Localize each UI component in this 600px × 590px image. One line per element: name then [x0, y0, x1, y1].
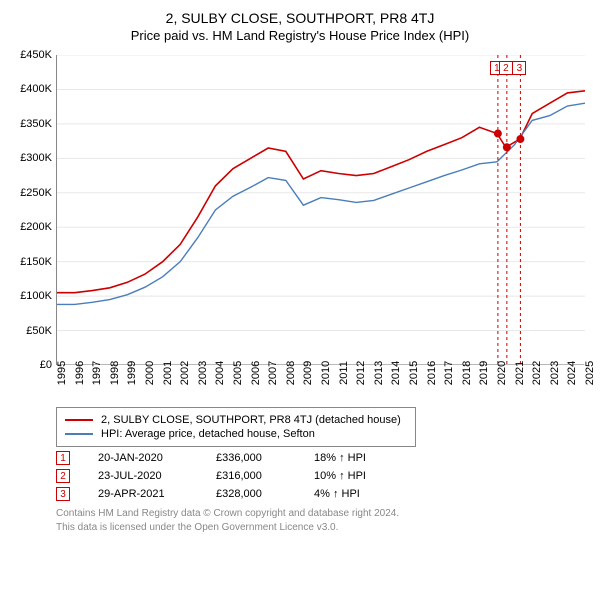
- sale-date: 29-APR-2021: [98, 488, 188, 500]
- x-tick-label: 2004: [214, 361, 226, 385]
- chart-subtitle: Price paid vs. HM Land Registry's House …: [8, 28, 592, 43]
- x-tick-label: 2025: [584, 361, 596, 385]
- x-tick-label: 2009: [302, 361, 314, 385]
- sale-price: £336,000: [216, 452, 286, 464]
- x-tick-label: 1999: [126, 361, 138, 385]
- sale-date: 20-JAN-2020: [98, 452, 188, 464]
- legend-row: HPI: Average price, detached house, Seft…: [65, 428, 407, 440]
- x-tick-label: 2013: [373, 361, 385, 385]
- x-tick-label: 2016: [426, 361, 438, 385]
- sale-price: £316,000: [216, 470, 286, 482]
- x-tick-label: 1998: [109, 361, 121, 385]
- x-tick-label: 2000: [144, 361, 156, 385]
- x-tick-label: 2017: [443, 361, 455, 385]
- x-tick-label: 2020: [496, 361, 508, 385]
- x-tick-label: 2018: [461, 361, 473, 385]
- y-tick-label: £400K: [8, 83, 52, 95]
- sale-date: 23-JUL-2020: [98, 470, 188, 482]
- plot-svg: [57, 55, 585, 365]
- x-tick-label: 2008: [285, 361, 297, 385]
- legend-swatch: [65, 419, 93, 421]
- sale-row: 1 20-JAN-2020 £336,000 18% ↑ HPI: [56, 451, 592, 465]
- x-tick-label: 2007: [267, 361, 279, 385]
- sale-delta: 4% ↑ HPI: [314, 488, 404, 500]
- sale-marker-badge: 3: [512, 61, 526, 75]
- sale-row-badge: 2: [56, 469, 70, 483]
- x-tick-label: 2006: [250, 361, 262, 385]
- plot-region: [56, 55, 584, 365]
- sales-table: 1 20-JAN-2020 £336,000 18% ↑ HPI 2 23-JUL-202…: [56, 451, 592, 501]
- legend-label: 2, SULBY CLOSE, SOUTHPORT, PR8 4TJ (deta…: [101, 414, 401, 426]
- y-tick-label: £100K: [8, 290, 52, 302]
- chart-area: £0 £50K £100K £150K £200K £250K £300K £350K £400…: [8, 51, 592, 401]
- x-tick-label: 2010: [320, 361, 332, 385]
- sale-delta: 10% ↑ HPI: [314, 470, 404, 482]
- x-tick-label: 2019: [478, 361, 490, 385]
- x-tick-label: 1996: [74, 361, 86, 385]
- x-tick-label: 2002: [179, 361, 191, 385]
- sale-price: £328,000: [216, 488, 286, 500]
- x-tick-label: 2021: [514, 361, 526, 385]
- chart-title: 2, SULBY CLOSE, SOUTHPORT, PR8 4TJ: [8, 10, 592, 26]
- x-tick-label: 2024: [566, 361, 578, 385]
- legend-label: HPI: Average price, detached house, Seft…: [101, 428, 315, 440]
- footer-attribution: Contains HM Land Registry data © Crown c…: [56, 507, 592, 534]
- y-tick-label: £250K: [8, 187, 52, 199]
- x-tick-label: 2003: [197, 361, 209, 385]
- sale-row: 3 29-APR-2021 £328,000 4% ↑ HPI: [56, 487, 592, 501]
- sale-row-badge: 1: [56, 451, 70, 465]
- y-tick-label: £50K: [8, 325, 52, 337]
- legend-swatch: [65, 433, 93, 435]
- x-tick-label: 1995: [56, 361, 68, 385]
- y-tick-label: £350K: [8, 118, 52, 130]
- y-tick-label: £450K: [8, 49, 52, 61]
- legend-row: 2, SULBY CLOSE, SOUTHPORT, PR8 4TJ (deta…: [65, 414, 407, 426]
- sale-delta: 18% ↑ HPI: [314, 452, 404, 464]
- y-tick-label: £300K: [8, 152, 52, 164]
- x-tick-label: 2014: [390, 361, 402, 385]
- x-tick-label: 2011: [338, 361, 350, 385]
- x-tick-label: 1997: [91, 361, 103, 385]
- y-tick-label: £200K: [8, 221, 52, 233]
- footer-line-1: Contains HM Land Registry data © Crown c…: [56, 507, 592, 521]
- sale-marker-badge: 2: [499, 61, 513, 75]
- x-tick-label: 2001: [162, 361, 174, 385]
- sale-row-badge: 3: [56, 487, 70, 501]
- y-tick-label: £150K: [8, 256, 52, 268]
- x-tick-label: 2023: [549, 361, 561, 385]
- sale-row: 2 23-JUL-2020 £316,000 10% ↑ HPI: [56, 469, 592, 483]
- x-tick-label: 2015: [408, 361, 420, 385]
- legend: 2, SULBY CLOSE, SOUTHPORT, PR8 4TJ (deta…: [56, 407, 416, 447]
- x-tick-label: 2022: [531, 361, 543, 385]
- footer-line-2: This data is licensed under the Open Gov…: [56, 521, 592, 535]
- x-tick-label: 2012: [355, 361, 367, 385]
- y-tick-label: £0: [8, 359, 52, 371]
- x-tick-label: 2005: [232, 361, 244, 385]
